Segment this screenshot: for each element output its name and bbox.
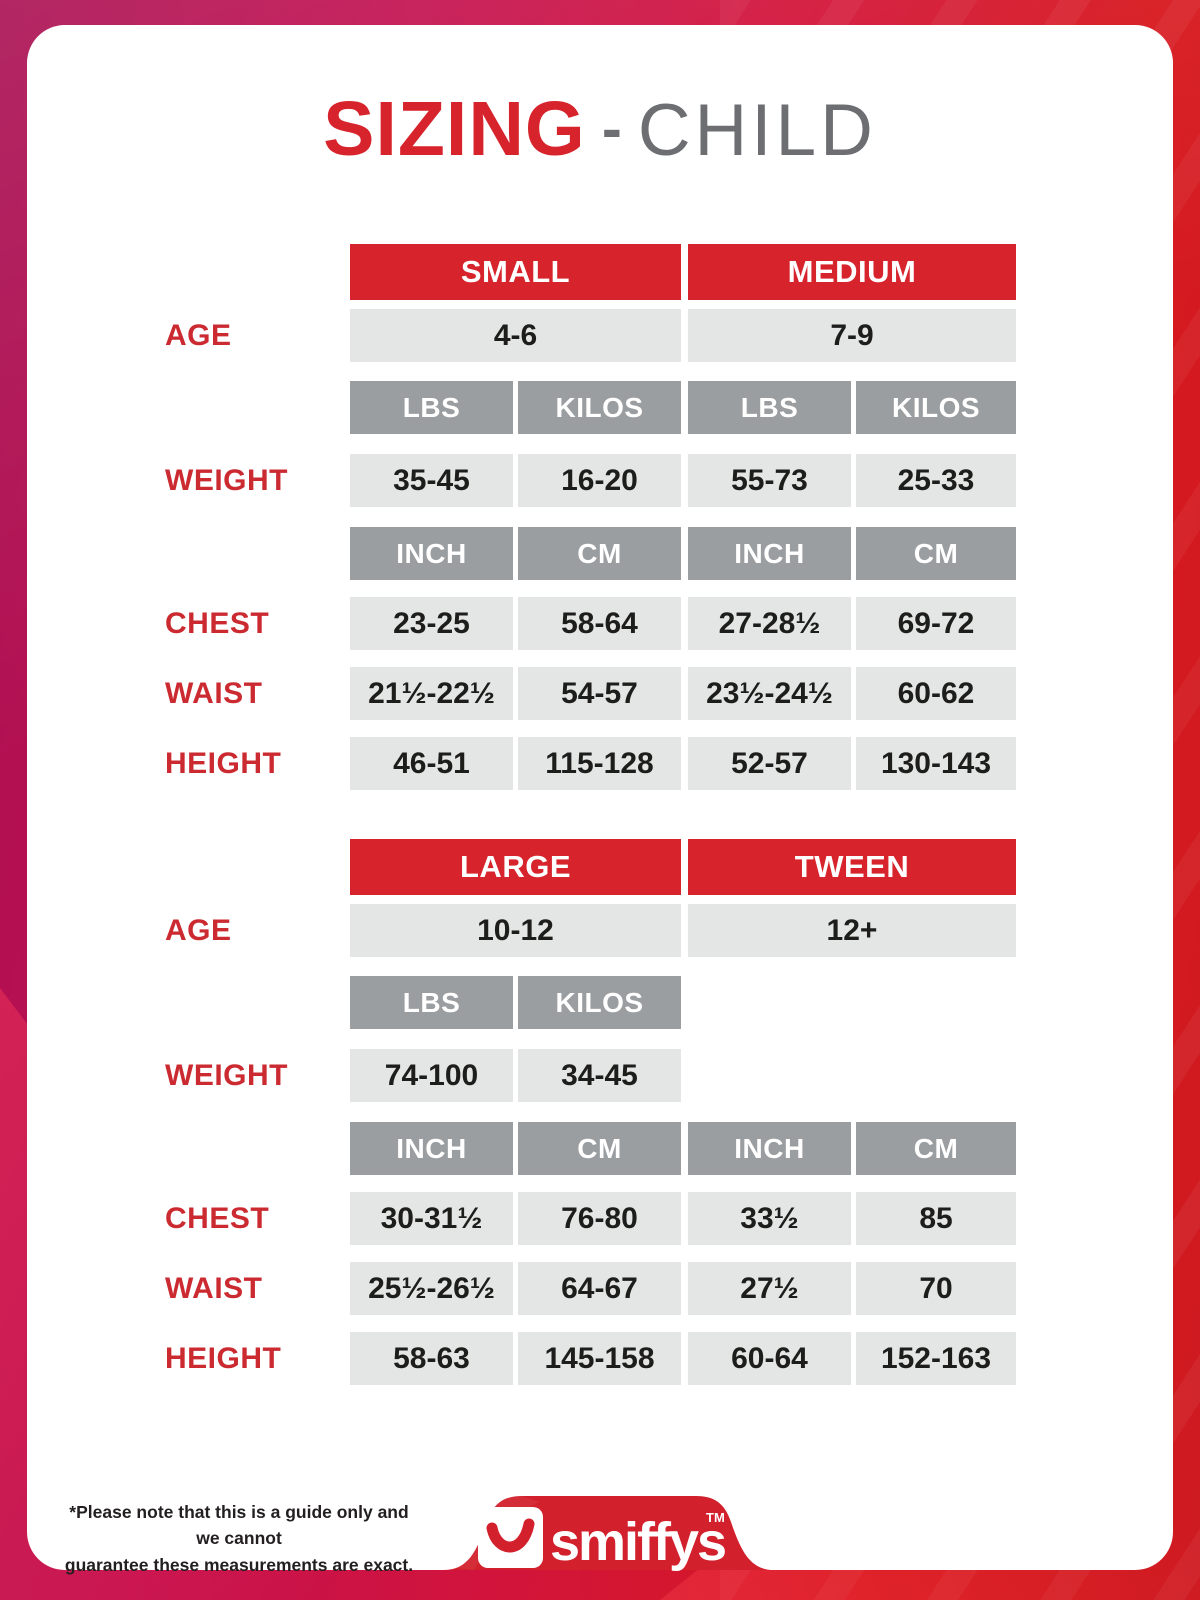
waist-cm-small: 54-57	[518, 667, 681, 720]
age-value-large: 10-12	[350, 904, 681, 957]
size-table-small-medium: SMALL MEDIUM AGE 4-6 7-9 LBS KILOS LBS K…	[165, 244, 1045, 790]
height-cm-medium: 130-143	[856, 737, 1016, 790]
smile-icon	[478, 1507, 543, 1568]
waist-inch-small: 21½-22½	[350, 667, 513, 720]
weight-kilos-small: 16-20	[518, 454, 681, 507]
size-header-small: SMALL	[350, 244, 681, 300]
weight-lbs-small: 35-45	[350, 454, 513, 507]
smile-icon-mouth	[486, 1518, 535, 1553]
weight-lbs-medium: 55-73	[688, 454, 851, 507]
chest-cm-small: 58-64	[518, 597, 681, 650]
unit-header-kilos: KILOS	[518, 976, 681, 1029]
row-label-weight: WEIGHT	[165, 1058, 288, 1092]
row-label-height: HEIGHT	[165, 746, 282, 780]
disclaimer-note: *Please note that this is a guide only a…	[63, 1499, 415, 1578]
height-inch-small: 46-51	[350, 737, 513, 790]
spacer	[165, 381, 350, 434]
row-label-weight: WEIGHT	[165, 463, 288, 497]
size-header-row: SMALL MEDIUM	[165, 244, 1045, 300]
unit-header-kilos: KILOS	[856, 381, 1016, 434]
waist-cm-tween: 70	[856, 1262, 1016, 1315]
chest-cm-large: 76-80	[518, 1192, 681, 1245]
chest-inch-large: 30-31½	[350, 1192, 513, 1245]
chest-cm-tween: 85	[856, 1192, 1016, 1245]
row-label-height: HEIGHT	[165, 1341, 282, 1375]
chest-inch-tween: 33½	[688, 1192, 851, 1245]
age-value-small: 4-6	[350, 309, 681, 362]
weight-kilos-medium: 25-33	[856, 454, 1016, 507]
spacer	[165, 244, 350, 300]
title-separator: -	[601, 95, 622, 162]
spacer	[165, 1122, 350, 1175]
weight-row: WEIGHT 35-45 16-20 55-73 25-33	[165, 454, 1045, 507]
chest-cm-medium: 69-72	[856, 597, 1016, 650]
age-row: AGE 10-12 12+	[165, 904, 1045, 957]
logo-wordmark: smiffys	[550, 1512, 725, 1572]
height-inch-tween: 60-64	[688, 1332, 851, 1385]
age-value-tween: 12+	[688, 904, 1016, 957]
height-inch-large: 58-63	[350, 1332, 513, 1385]
size-header-large: LARGE	[350, 839, 681, 895]
unit-header-lbs: LBS	[350, 976, 513, 1029]
logo-trademark: TM	[706, 1510, 725, 1525]
sizing-card: SIZING - CHILD SMALL MEDIUM AGE 4-6 7-9 LB…	[27, 25, 1173, 1575]
height-cm-large: 145-158	[518, 1332, 681, 1385]
row-label-waist: WAIST	[165, 1271, 263, 1305]
waist-cm-large: 64-67	[518, 1262, 681, 1315]
unit-header-inch: INCH	[688, 1122, 851, 1175]
size-header-medium: MEDIUM	[688, 244, 1016, 300]
height-cm-small: 115-128	[518, 737, 681, 790]
unit-header-cm: CM	[518, 527, 681, 580]
unit-header-lbs: LBS	[350, 381, 513, 434]
row-label-chest: CHEST	[165, 606, 270, 640]
size-header-tween: TWEEN	[688, 839, 1016, 895]
row-label-waist: WAIST	[165, 676, 263, 710]
waist-inch-tween: 27½	[688, 1262, 851, 1315]
chest-row: CHEST 23-25 58-64 27-28½ 69-72	[165, 597, 1045, 650]
smiffys-logo: smiffys TM	[444, 1496, 774, 1572]
measure-units-row: INCH CM INCH CM	[165, 527, 1045, 580]
size-table-large-tween: LARGE TWEEN AGE 10-12 12+ LBS KILOS WEIG…	[165, 839, 1045, 1385]
disclaimer-line-1: *Please note that this is a guide only a…	[69, 1502, 409, 1549]
weight-kilos-large: 34-45	[518, 1049, 681, 1102]
height-cm-tween: 152-163	[856, 1332, 1016, 1385]
disclaimer-line-2: guarantee these measurements are exact.	[64, 1554, 414, 1575]
age-value-medium: 7-9	[688, 309, 1016, 362]
measure-units-row: INCH CM INCH CM	[165, 1122, 1045, 1175]
waist-row: WAIST 21½-22½ 54-57 23½-24½ 60-62	[165, 667, 1045, 720]
weight-row: WEIGHT 74-100 34-45	[165, 1049, 1045, 1102]
row-label-age: AGE	[165, 318, 232, 352]
unit-header-inch: INCH	[350, 527, 513, 580]
chest-row: CHEST 30-31½ 76-80 33½ 85	[165, 1192, 1045, 1245]
unit-header-inch: INCH	[350, 1122, 513, 1175]
unit-header-cm: CM	[518, 1122, 681, 1175]
unit-header-lbs: LBS	[688, 381, 851, 434]
spacer	[165, 976, 350, 1029]
unit-header-kilos: KILOS	[518, 381, 681, 434]
waist-row: WAIST 25½-26½ 64-67 27½ 70	[165, 1262, 1045, 1315]
age-row: AGE 4-6 7-9	[165, 309, 1045, 362]
height-row: HEIGHT 58-63 145-158 60-64 152-163	[165, 1332, 1045, 1385]
title-child: CHILD	[637, 90, 877, 171]
chest-inch-medium: 27-28½	[688, 597, 851, 650]
spacer	[165, 527, 350, 580]
row-label-age: AGE	[165, 913, 232, 947]
row-label-chest: CHEST	[165, 1201, 270, 1235]
weight-units-row: LBS KILOS LBS KILOS	[165, 381, 1045, 434]
waist-inch-large: 25½-26½	[350, 1262, 513, 1315]
unit-header-cm: CM	[856, 527, 1016, 580]
waist-cm-medium: 60-62	[856, 667, 1016, 720]
height-row: HEIGHT 46-51 115-128 52-57 130-143	[165, 737, 1045, 790]
unit-header-inch: INCH	[688, 527, 851, 580]
unit-header-cm: CM	[856, 1122, 1016, 1175]
title-sizing: SIZING	[323, 86, 586, 172]
weight-lbs-large: 74-100	[350, 1049, 513, 1102]
size-header-row: LARGE TWEEN	[165, 839, 1045, 895]
page-title: SIZING - CHILD	[27, 91, 1173, 168]
chest-inch-small: 23-25	[350, 597, 513, 650]
height-inch-medium: 52-57	[688, 737, 851, 790]
waist-inch-medium: 23½-24½	[688, 667, 851, 720]
spacer	[165, 839, 350, 895]
weight-units-row: LBS KILOS	[165, 976, 1045, 1029]
